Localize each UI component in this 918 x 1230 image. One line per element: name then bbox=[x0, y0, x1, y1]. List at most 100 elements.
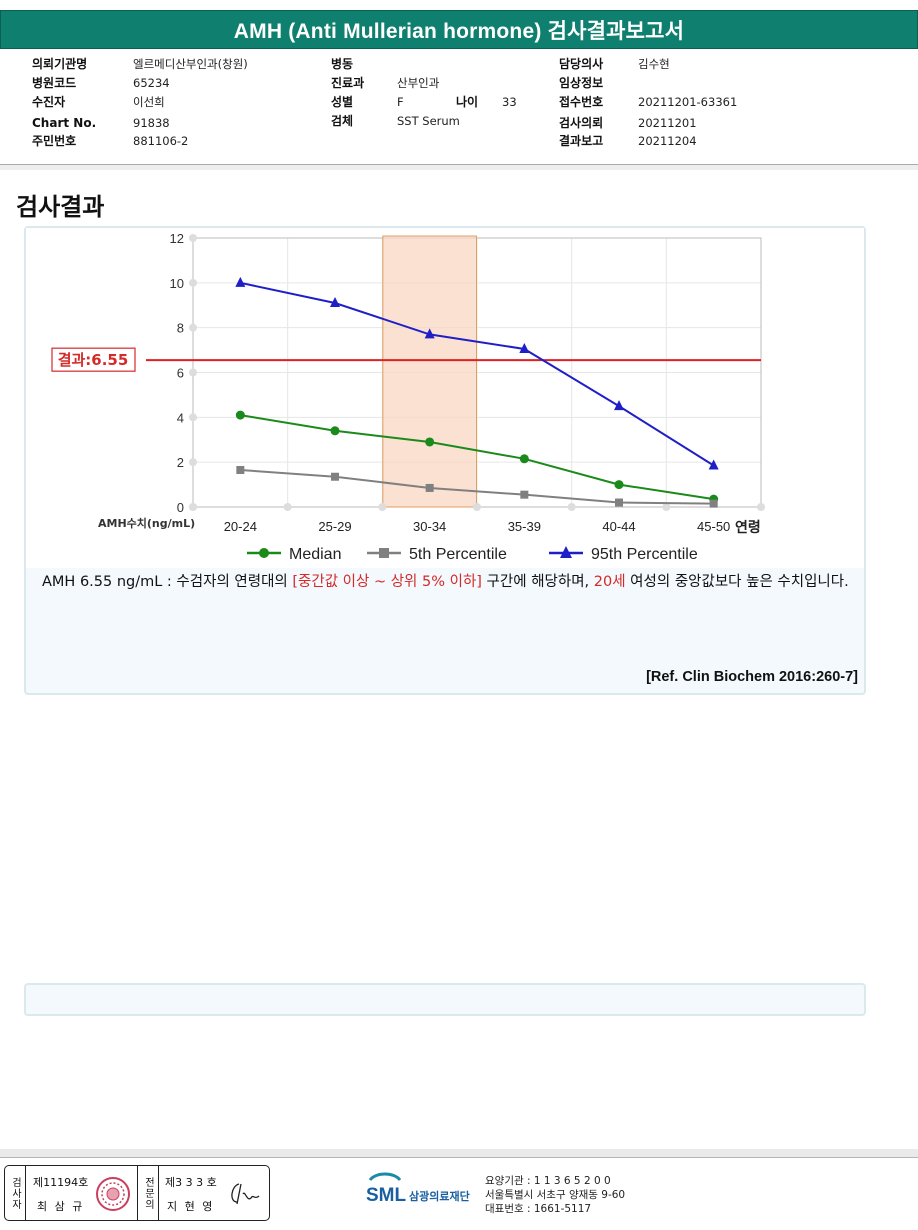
y-tick-label: 10 bbox=[170, 276, 184, 291]
x-tick-dot bbox=[567, 503, 576, 511]
x-tick-label: 35-39 bbox=[508, 519, 541, 534]
highlight-band bbox=[382, 235, 478, 508]
info-label: 임상정보 bbox=[559, 76, 604, 90]
series-line bbox=[240, 281, 715, 467]
legend-marker bbox=[259, 548, 269, 558]
interp-middle: 구간에 해당하며, bbox=[481, 574, 594, 590]
org-line: 요양기관 : 1 1 3 6 5 2 0 0 bbox=[485, 1175, 611, 1187]
x-tick-dot bbox=[283, 503, 292, 511]
signature-box: 검사자 제11194호 최 삼 규 전문의 제3 3 3 호 지 현 영 bbox=[4, 1165, 270, 1221]
chart-area: 0 2 4 6 8 10 12 20-24 25-29 30-34 35-39 40-44 45-50 A… bbox=[26, 228, 864, 568]
x-tick-label: 45-50 bbox=[697, 519, 730, 534]
series-line bbox=[240, 469, 714, 505]
reference: [Ref. Clin Biochem 2016:260-7] bbox=[646, 669, 858, 685]
interp-age: 20세 bbox=[593, 574, 626, 590]
divider bbox=[0, 164, 918, 165]
data-point bbox=[235, 410, 245, 420]
inspector-name: 최 삼 규 bbox=[37, 1200, 85, 1213]
data-point bbox=[520, 490, 529, 499]
x-tick-dot bbox=[662, 503, 671, 511]
x-tick-label: 25-29 bbox=[318, 519, 351, 534]
signature-icon bbox=[227, 1180, 263, 1208]
org-line: 대표번호 : 1661-5117 bbox=[485, 1203, 592, 1215]
x-tick-label: 30-34 bbox=[413, 519, 446, 534]
info-label: 성별 bbox=[331, 95, 354, 109]
data-point bbox=[519, 342, 530, 353]
data-point bbox=[236, 466, 245, 475]
info-value: 20211201 bbox=[638, 116, 697, 130]
info-label: 병원코드 bbox=[32, 76, 77, 90]
data-point bbox=[708, 459, 719, 470]
data-point bbox=[425, 437, 435, 447]
legend-label: 5th Percentile bbox=[409, 546, 507, 563]
data-point bbox=[519, 454, 529, 464]
x-tick-label: 20-24 bbox=[224, 519, 257, 534]
result-label: 결과:6.55 bbox=[58, 351, 129, 369]
x-tick-dot bbox=[473, 503, 481, 511]
info-label: 수진자 bbox=[32, 95, 66, 109]
x-tick-dot bbox=[378, 503, 387, 511]
data-point bbox=[615, 498, 623, 507]
info-label: 의뢰기관명 bbox=[32, 57, 88, 71]
data-point bbox=[330, 426, 340, 436]
org-name: 삼광의료재단 bbox=[409, 1189, 470, 1203]
inspector-label-text: 검사자 bbox=[9, 1176, 21, 1210]
info-value: 산부인과 bbox=[397, 76, 440, 90]
empty-panel bbox=[24, 983, 866, 1016]
y-tick-dot bbox=[189, 413, 197, 422]
series-line bbox=[240, 414, 714, 501]
amh-chart: 0 2 4 6 8 10 12 20-24 25-29 30-34 35-39 40-44 45-50 A… bbox=[51, 231, 765, 563]
info-value: 20211204 bbox=[638, 134, 697, 148]
info-value: 881106-2 bbox=[133, 134, 189, 148]
info-value: 91838 bbox=[133, 116, 170, 130]
info-label: 병동 bbox=[331, 57, 354, 71]
age-label: 나이 bbox=[456, 95, 479, 109]
y-tick-dot bbox=[189, 234, 197, 242]
data-point bbox=[330, 297, 340, 308]
data-point bbox=[235, 276, 246, 287]
y-tick-label: 2 bbox=[177, 455, 184, 470]
legend-label: Median bbox=[289, 546, 341, 563]
footer-divider-line bbox=[0, 1157, 918, 1158]
info-label: 검사의뢰 bbox=[559, 116, 604, 130]
info-value: 이선희 bbox=[133, 95, 165, 109]
org-line: 서울특별시 서초구 양재동 9-60 bbox=[485, 1189, 626, 1201]
x-tick-label: 40-44 bbox=[602, 519, 635, 534]
inspector-label: 검사자 bbox=[5, 1166, 26, 1220]
interp-range: [중간값 이상 ~ 상위 5% 이하] bbox=[292, 574, 482, 590]
result-panel: 0 2 4 6 8 10 12 20-24 25-29 30-34 35-39 40-44 45-50 A… bbox=[24, 226, 866, 695]
data-point bbox=[614, 400, 624, 411]
approver-name: 지 현 영 bbox=[167, 1200, 215, 1213]
info-value: 20211201-63361 bbox=[638, 95, 738, 109]
info-label: 진료과 bbox=[331, 76, 365, 90]
legend-label: 95th Percentile bbox=[591, 546, 698, 563]
org-abbr: SML bbox=[366, 1185, 407, 1206]
info-label: 주민번호 bbox=[32, 134, 77, 148]
y-tick-dot bbox=[189, 368, 197, 377]
y-tick-label: 8 bbox=[177, 321, 184, 336]
info-value: 김수현 bbox=[638, 57, 670, 71]
legend-marker bbox=[379, 548, 389, 558]
interp-prefix: AMH 6.55 ng/mL : 수검자의 연령대의 bbox=[42, 574, 293, 590]
org-info: 요양기관 : 1 1 3 6 5 2 0 0 서울특별시 서초구 양재동 9-6… bbox=[485, 1174, 625, 1216]
approver-label-text: 전문의 bbox=[142, 1176, 154, 1210]
legend-marker bbox=[560, 546, 572, 558]
data-point bbox=[709, 499, 718, 508]
section-title: 검사결과 bbox=[16, 193, 105, 221]
y-tick-label: 12 bbox=[170, 231, 184, 246]
interpretation-text: AMH 6.55 ng/mL : 수검자의 연령대의 [중간값 이상 ~ 상위 … bbox=[42, 571, 857, 594]
data-point bbox=[424, 328, 435, 339]
info-value: SST Serum bbox=[397, 114, 460, 128]
info-value: F bbox=[397, 95, 404, 109]
result-label-box bbox=[51, 347, 136, 372]
y-tick-label: 0 bbox=[177, 500, 184, 515]
info-value: 65234 bbox=[133, 76, 170, 90]
data-point bbox=[614, 480, 624, 490]
info-label: 검체 bbox=[331, 114, 354, 128]
y-axis-label: AMH수치(ng/mL) bbox=[98, 516, 195, 530]
info-value: 엘르메디산부인과(창원) bbox=[133, 57, 248, 71]
approver-label: 전문의 bbox=[137, 1166, 159, 1220]
y-tick-label: 4 bbox=[177, 410, 184, 425]
approver-number: 제3 3 3 호 bbox=[165, 1176, 217, 1189]
info-label: 결과보고 bbox=[559, 134, 604, 148]
